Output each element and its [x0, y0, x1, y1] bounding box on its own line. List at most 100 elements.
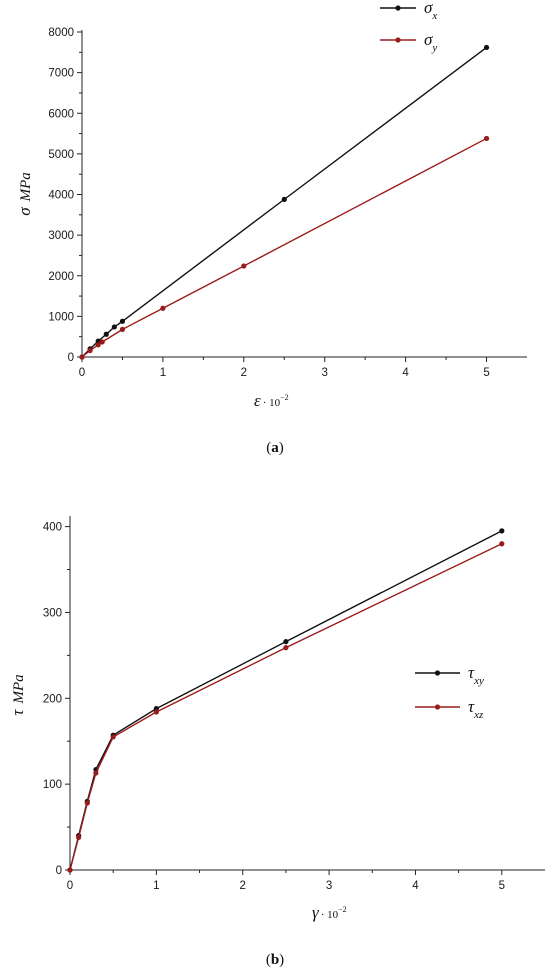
y-tick-label: 7000 — [48, 68, 74, 80]
y-tick-label: 1000 — [48, 311, 74, 323]
data-point-xz — [499, 541, 505, 547]
legend-label-symbol: σ — [424, 0, 433, 17]
panel-label-open-paren: ( — [266, 952, 271, 968]
data-point-xy — [499, 528, 505, 534]
legend-marker-xz — [434, 704, 441, 710]
chart-panel-a: 0 1000 2000 3000 4000 5000 6000 7000 8000 0 1 2 3 4 5 σ… — [15, 0, 527, 456]
legend-label-symbol: τ — [468, 697, 475, 716]
x-tick-label: 2 — [240, 880, 246, 892]
legend-marker-x — [395, 5, 401, 11]
series-xz — [67, 541, 505, 873]
data-point-xz — [283, 645, 289, 651]
legend-label-xy: τxy — [468, 663, 484, 687]
data-point-y — [483, 135, 490, 142]
x-axis-label: ε · 10−2 — [254, 391, 289, 410]
legend-label-xz: τxz — [468, 697, 484, 721]
panel-label-open-paren: ( — [266, 440, 271, 456]
data-point-y — [119, 326, 126, 332]
data-point-xz — [76, 834, 82, 840]
y-axis-label-symbol: σ — [15, 207, 34, 216]
y-tick-label: 400 — [43, 522, 62, 534]
y-tick-label: 2000 — [48, 271, 74, 283]
data-point-x — [95, 338, 101, 344]
y-tick-label: 0 — [68, 352, 74, 364]
panel-label-close-paren: ) — [279, 440, 284, 456]
y-axis-label: τ MPa — [8, 674, 27, 715]
panel-label: (a) — [266, 440, 284, 456]
legend-label-subscript: xy — [473, 675, 484, 687]
x-axis-label: γ · 10−2 — [312, 903, 347, 922]
data-point-xy — [283, 639, 289, 645]
x-tick-label: 0 — [67, 880, 73, 892]
x-axis-label-exponent: −2 — [280, 393, 289, 402]
x-tick-label: 4 — [412, 880, 419, 892]
data-point-y — [95, 342, 101, 348]
data-point-xz — [153, 709, 159, 715]
y-tick-label: 4000 — [48, 190, 74, 202]
series-line-xz — [69, 543, 503, 871]
x-tick-label: 5 — [483, 367, 489, 379]
legend-label-x: σx — [424, 0, 437, 22]
x-tick-label: 2 — [241, 367, 247, 379]
y-tick-label: 200 — [43, 693, 62, 705]
y-tick-label: 8000 — [48, 27, 74, 39]
y-axis-label-unit: MPa — [11, 674, 27, 704]
series-xy — [67, 528, 505, 873]
series-y — [79, 135, 490, 360]
x-axis-label-scale: · 10 — [321, 909, 339, 921]
data-point-x — [281, 196, 287, 202]
legend-label-subscript: y — [431, 42, 437, 54]
legend-marker-xy — [434, 670, 441, 676]
data-point-x — [119, 318, 126, 324]
y-tick-label: 3000 — [48, 230, 74, 242]
legend-label-y: σy — [424, 30, 437, 54]
y-tick-label: 6000 — [48, 108, 74, 120]
panel-label: (b) — [266, 952, 284, 968]
x-axis-label-symbol: γ — [312, 903, 320, 922]
x-axis-label-exponent: −2 — [338, 905, 347, 914]
panel-label-close-paren: ) — [279, 952, 284, 968]
x-tick-label: 3 — [326, 880, 332, 892]
x-tick-label: 3 — [322, 367, 328, 379]
y-axis-label-symbol: τ — [8, 709, 27, 716]
legend-label-subscript: x — [431, 10, 437, 22]
data-point-y — [79, 354, 85, 360]
legend-marker-y — [395, 37, 401, 43]
data-point-xz — [110, 734, 116, 740]
x-tick-label: 1 — [153, 880, 159, 892]
y-tick-label: 300 — [43, 607, 62, 619]
x-axis-label-scale: · 10 — [263, 397, 281, 409]
y-tick-label: 100 — [43, 779, 62, 791]
series-line-xy — [69, 530, 503, 871]
data-point-y — [99, 339, 105, 345]
panel-label-letter: a — [271, 440, 279, 456]
y-tick-label: 5000 — [48, 149, 74, 161]
y-axis-label-unit: MPa — [18, 172, 34, 202]
x-tick-label: 1 — [160, 367, 166, 379]
legend-label-symbol: τ — [468, 663, 475, 682]
data-point-y — [241, 263, 247, 269]
x-tick-label: 0 — [79, 367, 85, 379]
data-point-x — [103, 331, 109, 337]
legend-label-subscript: xz — [473, 709, 484, 721]
data-point-y — [87, 347, 93, 354]
data-point-xz — [67, 867, 73, 873]
data-point-x — [483, 44, 490, 51]
series-line-x — [81, 46, 487, 358]
x-tick-label: 4 — [402, 367, 409, 379]
legend-label-symbol: σ — [424, 30, 433, 49]
x-tick-label: 5 — [499, 880, 505, 892]
series-line-y — [81, 137, 487, 358]
data-point-x — [111, 324, 117, 330]
data-point-y — [160, 305, 166, 311]
y-axis-label: σ MPa — [15, 172, 34, 216]
y-tick-label: 0 — [56, 865, 62, 877]
panel-label-letter: b — [271, 952, 279, 968]
data-point-xz — [93, 770, 99, 776]
x-axis-label-symbol: ε — [254, 391, 261, 410]
data-point-xz — [84, 800, 90, 806]
